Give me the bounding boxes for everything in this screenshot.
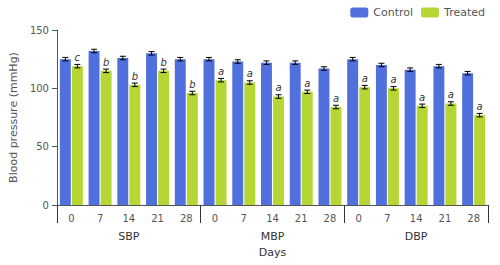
svg-text:b: b bbox=[132, 71, 138, 82]
svg-text:a: a bbox=[477, 101, 483, 112]
svg-text:a: a bbox=[275, 82, 281, 93]
svg-text:28: 28 bbox=[467, 213, 480, 224]
svg-text:a: a bbox=[419, 92, 425, 103]
svg-text:a: a bbox=[333, 93, 339, 104]
svg-text:Treated: Treated bbox=[443, 6, 485, 19]
svg-text:21: 21 bbox=[439, 213, 452, 224]
svg-text:a: a bbox=[304, 78, 310, 89]
svg-text:150: 150 bbox=[30, 25, 49, 36]
svg-text:50: 50 bbox=[36, 141, 49, 152]
svg-text:7: 7 bbox=[241, 213, 247, 224]
svg-text:7: 7 bbox=[97, 213, 103, 224]
svg-text:28: 28 bbox=[180, 213, 193, 224]
svg-text:28: 28 bbox=[324, 213, 337, 224]
svg-text:a: a bbox=[247, 68, 253, 79]
svg-text:b: b bbox=[103, 57, 109, 68]
svg-text:a: a bbox=[218, 66, 224, 77]
svg-text:a: a bbox=[390, 74, 396, 85]
svg-text:0: 0 bbox=[68, 213, 74, 224]
svg-text:14: 14 bbox=[122, 213, 135, 224]
svg-text:Control: Control bbox=[373, 6, 413, 19]
svg-text:MBP: MBP bbox=[261, 230, 285, 243]
svg-text:100: 100 bbox=[30, 83, 49, 94]
svg-text:SBP: SBP bbox=[118, 230, 140, 243]
svg-text:DBP: DBP bbox=[405, 230, 428, 243]
svg-text:21: 21 bbox=[295, 213, 308, 224]
svg-text:0: 0 bbox=[43, 200, 49, 211]
svg-text:7: 7 bbox=[384, 213, 390, 224]
svg-text:a: a bbox=[362, 73, 368, 84]
svg-text:b: b bbox=[189, 79, 195, 90]
svg-text:b: b bbox=[160, 57, 166, 68]
svg-text:a: a bbox=[448, 89, 454, 100]
svg-text:0: 0 bbox=[212, 213, 218, 224]
svg-text:21: 21 bbox=[151, 213, 164, 224]
svg-text:c: c bbox=[75, 52, 81, 63]
svg-text:14: 14 bbox=[266, 213, 279, 224]
svg-text:Days: Days bbox=[259, 246, 287, 259]
svg-text:Blood pressure (mmHg): Blood pressure (mmHg) bbox=[7, 52, 20, 183]
svg-text:0: 0 bbox=[356, 213, 362, 224]
svg-text:14: 14 bbox=[410, 213, 423, 224]
